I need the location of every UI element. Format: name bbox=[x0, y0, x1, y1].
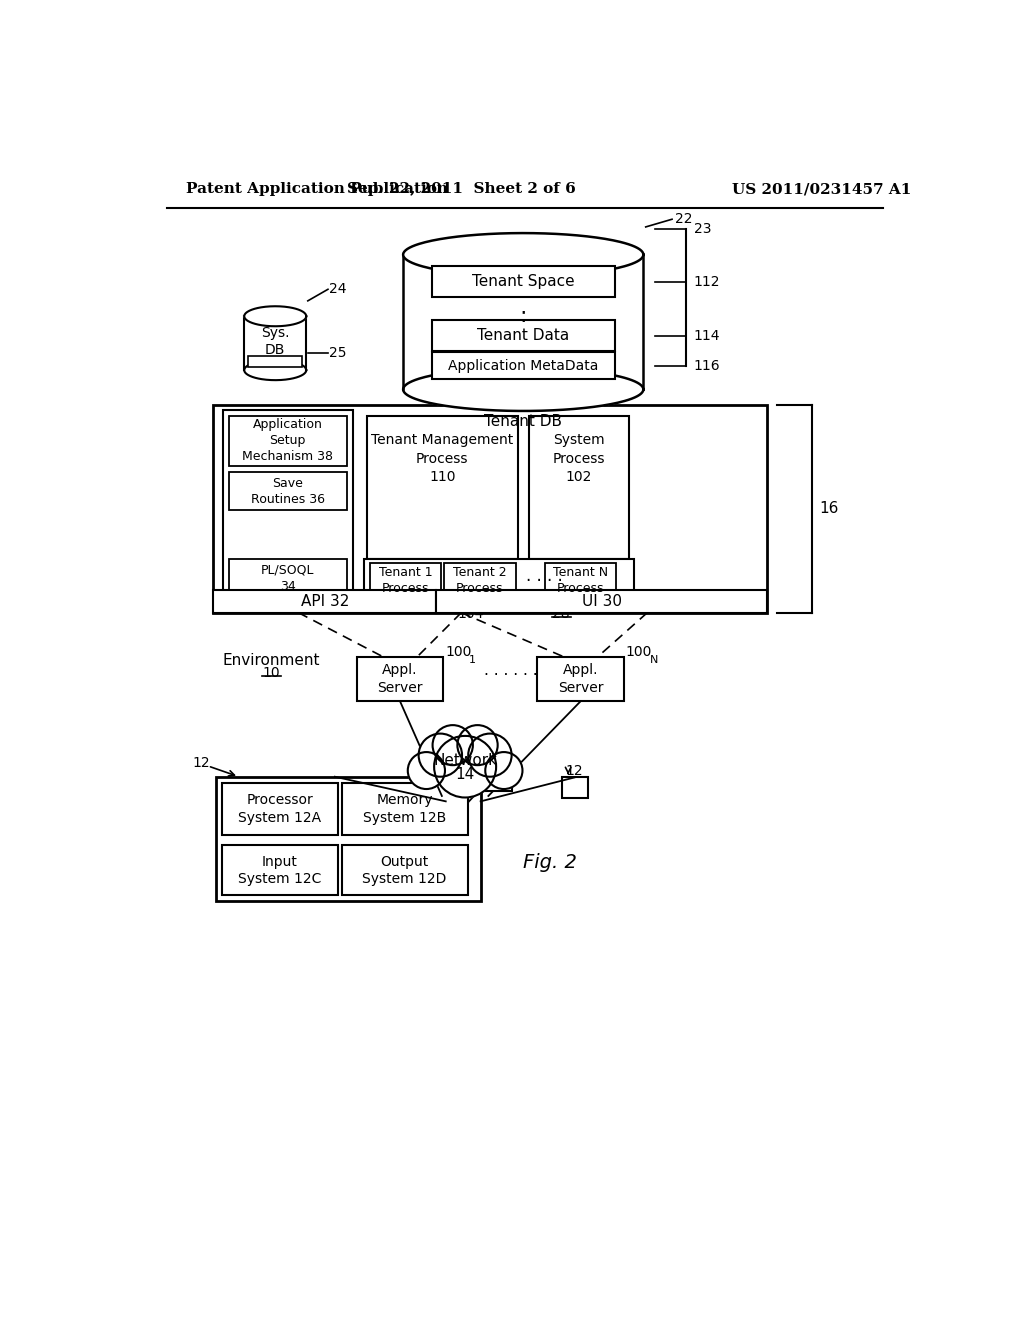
Text: 100: 100 bbox=[626, 645, 652, 659]
FancyBboxPatch shape bbox=[562, 777, 588, 799]
Text: Save
Routines 36: Save Routines 36 bbox=[251, 477, 325, 506]
Text: 22: 22 bbox=[675, 213, 692, 226]
Text: 25: 25 bbox=[330, 346, 347, 360]
Text: System
Process
102: System Process 102 bbox=[553, 433, 605, 484]
FancyBboxPatch shape bbox=[538, 656, 624, 701]
FancyBboxPatch shape bbox=[213, 405, 767, 612]
Text: UI 30: UI 30 bbox=[582, 594, 622, 609]
Text: 10: 10 bbox=[262, 665, 281, 680]
Text: Tenant Data: Tenant Data bbox=[477, 327, 569, 343]
Text: Memory
System 12B: Memory System 12B bbox=[364, 793, 446, 825]
FancyBboxPatch shape bbox=[545, 562, 616, 599]
Text: 114: 114 bbox=[693, 329, 720, 342]
Polygon shape bbox=[403, 255, 643, 389]
Text: Tenant N
Process: Tenant N Process bbox=[553, 566, 608, 595]
FancyBboxPatch shape bbox=[370, 562, 441, 599]
Text: 18: 18 bbox=[333, 587, 350, 602]
FancyBboxPatch shape bbox=[248, 356, 302, 367]
Text: 16: 16 bbox=[819, 502, 839, 516]
Text: Input
System 12C: Input System 12C bbox=[239, 855, 322, 886]
Text: Sep. 22, 2011  Sheet 2 of 6: Sep. 22, 2011 Sheet 2 of 6 bbox=[347, 182, 575, 197]
Circle shape bbox=[485, 752, 522, 789]
FancyBboxPatch shape bbox=[228, 416, 346, 466]
FancyBboxPatch shape bbox=[432, 267, 614, 297]
Text: Environment: Environment bbox=[222, 653, 321, 668]
FancyBboxPatch shape bbox=[365, 558, 634, 603]
FancyBboxPatch shape bbox=[228, 471, 346, 511]
Text: Patent Application Publication: Patent Application Publication bbox=[186, 182, 449, 197]
Circle shape bbox=[432, 725, 473, 766]
Text: 104: 104 bbox=[458, 607, 483, 622]
Polygon shape bbox=[245, 360, 306, 380]
Polygon shape bbox=[403, 368, 643, 411]
FancyBboxPatch shape bbox=[222, 845, 338, 895]
Text: Network: Network bbox=[433, 752, 497, 768]
FancyBboxPatch shape bbox=[222, 411, 352, 605]
Text: :: : bbox=[519, 306, 527, 326]
FancyBboxPatch shape bbox=[367, 416, 518, 558]
Text: Processor
System 12A: Processor System 12A bbox=[239, 793, 322, 825]
Text: 23: 23 bbox=[693, 222, 712, 236]
Text: Output
System 12D: Output System 12D bbox=[362, 855, 446, 886]
Polygon shape bbox=[245, 306, 306, 326]
Text: 12: 12 bbox=[566, 763, 584, 777]
Circle shape bbox=[408, 752, 445, 789]
Text: N: N bbox=[649, 655, 658, 665]
Text: 12: 12 bbox=[480, 758, 498, 772]
Text: 100: 100 bbox=[445, 645, 471, 659]
Text: US 2011/0231457 A1: US 2011/0231457 A1 bbox=[732, 182, 912, 197]
FancyBboxPatch shape bbox=[436, 590, 767, 612]
Text: PL/SOQL
34: PL/SOQL 34 bbox=[261, 564, 314, 593]
Text: · · · · · ·: · · · · · · bbox=[483, 668, 538, 682]
Text: DB: DB bbox=[265, 343, 286, 356]
Text: 112: 112 bbox=[693, 275, 720, 289]
FancyBboxPatch shape bbox=[342, 783, 468, 836]
FancyBboxPatch shape bbox=[222, 783, 338, 836]
Circle shape bbox=[419, 734, 462, 776]
FancyBboxPatch shape bbox=[342, 845, 468, 895]
Text: 116: 116 bbox=[693, 359, 720, 374]
Text: Tenant 2
Process: Tenant 2 Process bbox=[453, 566, 507, 595]
FancyBboxPatch shape bbox=[216, 776, 480, 902]
Text: 14: 14 bbox=[456, 767, 475, 781]
FancyBboxPatch shape bbox=[528, 416, 630, 558]
FancyBboxPatch shape bbox=[432, 321, 614, 351]
Text: 28: 28 bbox=[552, 607, 570, 622]
Polygon shape bbox=[245, 317, 306, 370]
Text: Application MetaData: Application MetaData bbox=[449, 359, 598, 374]
FancyBboxPatch shape bbox=[444, 562, 515, 599]
FancyBboxPatch shape bbox=[228, 558, 346, 598]
Circle shape bbox=[458, 725, 498, 766]
Text: Tenant Management
Process
110: Tenant Management Process 110 bbox=[371, 433, 513, 484]
Text: Sys.: Sys. bbox=[261, 326, 290, 339]
Text: 12: 12 bbox=[193, 756, 211, 770]
Circle shape bbox=[468, 734, 512, 776]
FancyBboxPatch shape bbox=[432, 352, 614, 379]
Polygon shape bbox=[403, 234, 643, 276]
FancyBboxPatch shape bbox=[213, 590, 436, 612]
Text: · · · ·: · · · · bbox=[526, 572, 563, 590]
Circle shape bbox=[434, 737, 496, 797]
Text: Appl.
Server: Appl. Server bbox=[558, 663, 603, 694]
Text: Tenant 1
Process: Tenant 1 Process bbox=[379, 566, 432, 595]
Text: Fig. 2: Fig. 2 bbox=[523, 854, 578, 873]
FancyBboxPatch shape bbox=[486, 770, 512, 791]
Text: Application
Setup
Mechanism 38: Application Setup Mechanism 38 bbox=[242, 418, 333, 463]
Text: 1: 1 bbox=[469, 655, 476, 665]
Text: Tenant Space: Tenant Space bbox=[472, 275, 574, 289]
Text: Appl.
Server: Appl. Server bbox=[377, 663, 423, 694]
Text: API 32: API 32 bbox=[301, 594, 349, 609]
FancyBboxPatch shape bbox=[356, 656, 443, 701]
Text: Tenant DB: Tenant DB bbox=[484, 414, 562, 429]
Text: 24: 24 bbox=[330, 282, 347, 296]
